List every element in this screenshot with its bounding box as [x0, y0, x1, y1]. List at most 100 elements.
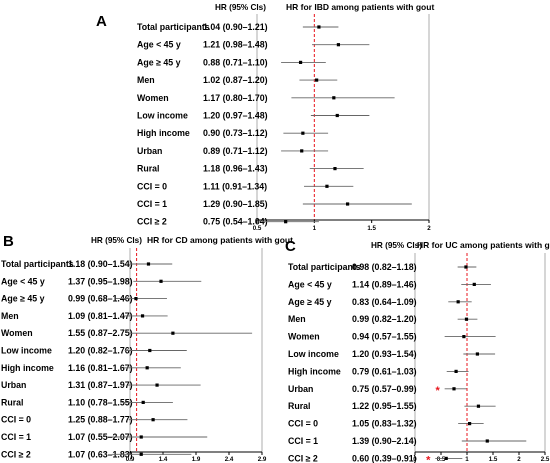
- row-hr-value: 1.21 (0.98–1.48): [203, 40, 268, 50]
- row-hr-value: 1.16 (0.81–1.67): [68, 363, 133, 373]
- forest-row: Women 0.94 (0.57–1.55): [288, 332, 496, 342]
- forest-row: Low income 1.20 (0.93–1.54): [288, 349, 496, 359]
- point-estimate: [464, 265, 468, 269]
- row-hr-value: 0.98 (0.82–1.18): [352, 262, 417, 272]
- row-hr-value: 0.60 (0.39–0.91): [352, 453, 417, 463]
- forest-row: High income 1.16 (0.81–1.67): [1, 363, 181, 373]
- row-hr-value: 1.20 (0.97–1.48): [203, 111, 268, 121]
- x-tick-label: 2.4: [225, 456, 234, 463]
- point-estimate: [464, 317, 469, 321]
- row-label: CCI = 1: [288, 436, 318, 446]
- forest-row: CCI ≥ 2 0.60 (0.39–0.91) *: [288, 453, 463, 463]
- forest-row: Age < 45 y 1.21 (0.98–1.48): [137, 40, 370, 50]
- row-hr-value: 1.20 (0.82–1.76): [68, 346, 133, 356]
- point-estimate: [462, 335, 466, 339]
- point-estimate: [468, 422, 472, 426]
- row-label: CCI = 0: [1, 415, 31, 425]
- row-label: Urban: [1, 380, 26, 390]
- point-estimate: [171, 331, 175, 335]
- row-label: CCI ≥ 2: [288, 453, 318, 463]
- row-hr-value: 1.05 (0.83–1.32): [352, 419, 417, 429]
- point-estimate: [148, 348, 152, 353]
- x-tick-label: 2: [517, 456, 521, 463]
- row-label: CCI = 1: [137, 199, 167, 209]
- point-estimate: [454, 369, 458, 373]
- hr-column-header: HR (95% CIs): [215, 3, 266, 12]
- point-estimate: [444, 456, 448, 460]
- row-hr-value: 1.17 (0.80–1.70): [203, 93, 268, 103]
- row-label: Total participants: [288, 262, 361, 272]
- row-hr-value: 1.07 (0.55–2.07): [68, 432, 133, 442]
- row-label: Age ≥ 45 y: [288, 297, 332, 307]
- x-tick-label: 0.9: [126, 456, 135, 463]
- forest-row: Men 0.99 (0.82–1.20): [288, 314, 478, 324]
- x-tick-label: 2.9: [258, 456, 267, 463]
- row-hr-value: 1.10 (0.78–1.55): [68, 397, 133, 407]
- row-label: CCI ≥ 2: [137, 217, 167, 227]
- row-label: Low income: [288, 349, 339, 359]
- row-hr-value: 1.11 (0.91–1.34): [203, 181, 267, 191]
- row-hr-value: 1.09 (0.81–1.47): [68, 311, 133, 321]
- forest-row: High income 0.79 (0.61–1.03): [288, 366, 469, 376]
- forest-row: Low income 1.20 (0.97–1.48): [137, 111, 370, 121]
- hr-column-header: HR (95% CIs): [91, 236, 142, 245]
- panel-title: HR for CD among patients with gout: [147, 235, 293, 245]
- row-hr-value: 1.04 (0.90–1.21): [203, 22, 268, 32]
- row-label: Urban: [137, 146, 162, 156]
- row-hr-value: 1.02 (0.87–1.20): [203, 75, 268, 85]
- forest-row: CCI = 1 1.39 (0.90–2.14): [288, 436, 527, 446]
- row-hr-value: 1.37 (0.95–1.98): [68, 276, 133, 286]
- forest-row: Rural 1.10 (0.78–1.55): [1, 397, 173, 407]
- forest-row: CCI = 1 1.29 (0.90–1.85): [137, 199, 412, 209]
- point-estimate: [336, 43, 341, 47]
- x-tick-label: 1.9: [192, 456, 201, 463]
- forest-row: Women 1.55 (0.87–2.75): [1, 328, 253, 338]
- row-label: Men: [288, 314, 306, 324]
- forest-row: Men 1.02 (0.87–1.20): [137, 75, 338, 85]
- forest-panel-c: C HR (95% CIs)HR for UC among patients wi…: [285, 238, 550, 463]
- panel-title: HR for UC among patients with gout: [417, 240, 550, 250]
- x-tick-label: 2: [427, 225, 431, 232]
- point-estimate: [134, 297, 138, 301]
- row-label: Total participants: [137, 22, 210, 32]
- point-estimate: [139, 452, 143, 456]
- x-tick-label: 1: [313, 225, 317, 232]
- point-estimate: [145, 366, 149, 370]
- point-estimate: [456, 300, 460, 304]
- x-tick-label: 1.4: [159, 456, 168, 463]
- point-estimate: [315, 78, 319, 82]
- forest-row: Age ≥ 45 y 0.99 (0.68–1.46): [1, 294, 167, 304]
- point-estimate: [300, 149, 304, 153]
- point-estimate: [452, 387, 456, 391]
- row-hr-value: 1.14 (0.89–1.46): [352, 279, 417, 289]
- forest-row: CCI ≥ 2 0.75 (0.54–1.04): [137, 217, 319, 227]
- row-hr-value: 1.25 (0.88–1.77): [68, 415, 133, 425]
- row-hr-value: 1.18 (0.90–1.54): [68, 259, 133, 269]
- forest-row: Urban 0.89 (0.71–1.12): [137, 146, 329, 156]
- row-label: Women: [137, 93, 169, 103]
- forest-row: Age ≥ 45 y 0.83 (0.64–1.09): [288, 297, 472, 307]
- row-hr-value: 1.29 (0.90–1.85): [203, 199, 268, 209]
- row-label: Men: [137, 75, 155, 85]
- row-hr-value: 1.55 (0.87–2.75): [68, 328, 133, 338]
- row-hr-value: 1.20 (0.93–1.54): [352, 349, 417, 359]
- row-label: Age < 45 y: [137, 40, 181, 50]
- forest-row: CCI = 0 1.11 (0.91–1.34): [137, 181, 354, 191]
- forest-row: Rural 1.22 (0.95–1.55): [288, 401, 496, 411]
- point-estimate: [325, 184, 329, 188]
- row-hr-value: 1.39 (0.90–2.14): [352, 436, 417, 446]
- forest-row: CCI ≥ 2 1.07 (0.63–1.83): [1, 449, 192, 459]
- forest-row: Age < 45 y 1.37 (0.95–1.98): [1, 276, 202, 286]
- point-estimate: [284, 220, 288, 224]
- forest-row: Low income 1.20 (0.82–1.76): [1, 346, 187, 356]
- point-estimate: [335, 113, 339, 118]
- row-label: High income: [288, 366, 341, 376]
- row-hr-value: 0.99 (0.82–1.20): [352, 314, 417, 324]
- point-estimate: [476, 404, 481, 408]
- point-estimate: [333, 167, 337, 171]
- forest-row: Age ≥ 45 y 0.88 (0.71–1.10): [137, 57, 326, 67]
- forest-row: Age < 45 y 1.14 (0.89–1.46): [288, 279, 491, 289]
- forest-row: CCI = 1 1.07 (0.55–2.07): [1, 432, 208, 442]
